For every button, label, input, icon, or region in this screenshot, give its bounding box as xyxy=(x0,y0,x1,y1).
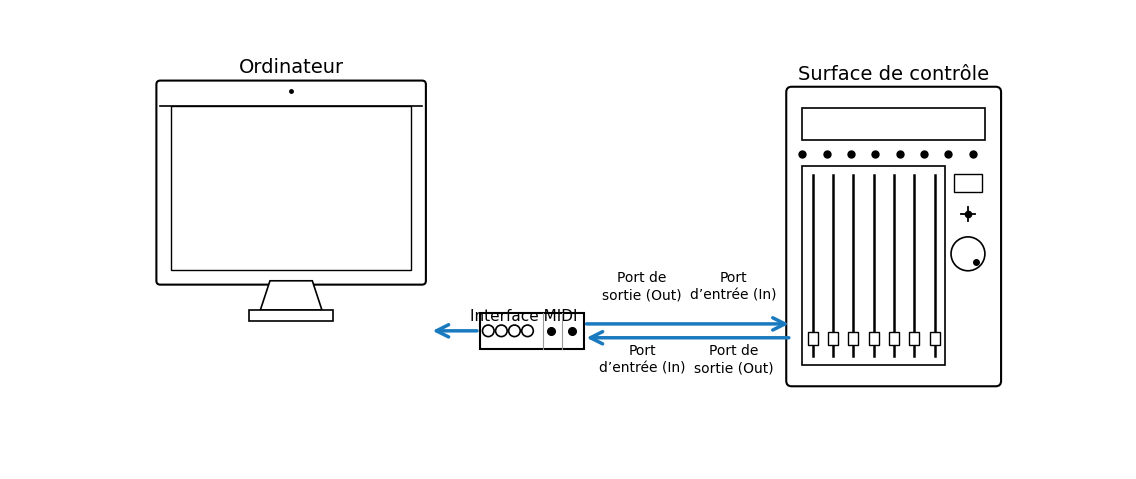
Bar xyxy=(172,106,411,270)
Text: Ordinateur: Ordinateur xyxy=(239,58,344,77)
Bar xyxy=(929,331,939,345)
Bar xyxy=(808,331,818,345)
Bar xyxy=(828,331,838,345)
Text: Port
d’entrée (In): Port d’entrée (In) xyxy=(599,344,685,375)
Text: Interface MIDI: Interface MIDI xyxy=(470,309,578,324)
FancyBboxPatch shape xyxy=(786,87,1001,386)
Text: Port
d’entrée (In): Port d’entrée (In) xyxy=(691,271,777,302)
Polygon shape xyxy=(260,281,321,310)
Bar xyxy=(909,331,919,345)
Bar xyxy=(802,166,945,365)
Bar xyxy=(249,310,334,321)
Bar xyxy=(479,313,584,349)
Circle shape xyxy=(509,325,520,337)
Circle shape xyxy=(495,325,507,337)
FancyBboxPatch shape xyxy=(157,80,426,285)
Text: Port de
sortie (Out): Port de sortie (Out) xyxy=(602,271,682,302)
Bar xyxy=(802,107,985,140)
Bar xyxy=(889,331,899,345)
Circle shape xyxy=(521,325,533,337)
Text: Surface de contrôle: Surface de contrôle xyxy=(799,66,989,84)
Text: Port de
sortie (Out): Port de sortie (Out) xyxy=(694,344,774,375)
Circle shape xyxy=(951,237,985,271)
Bar xyxy=(849,331,859,345)
Bar xyxy=(869,331,878,345)
Circle shape xyxy=(483,325,494,337)
Bar xyxy=(954,174,982,192)
